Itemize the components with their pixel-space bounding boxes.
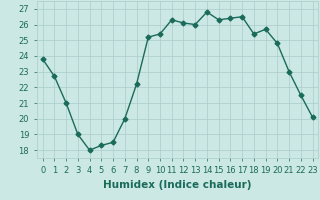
X-axis label: Humidex (Indice chaleur): Humidex (Indice chaleur) xyxy=(103,180,252,190)
